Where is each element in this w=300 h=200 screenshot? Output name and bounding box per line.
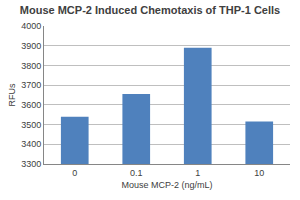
svg-text:0: 0 [72, 168, 77, 178]
svg-text:3300: 3300 [21, 159, 41, 169]
svg-text:10: 10 [254, 168, 264, 178]
svg-text:RFUs: RFUs [7, 83, 17, 106]
svg-text:1: 1 [195, 168, 200, 178]
svg-text:Mouse MCP-2 (ng/mL): Mouse MCP-2 (ng/mL) [121, 180, 212, 190]
svg-text:3600: 3600 [21, 100, 41, 110]
svg-text:3400: 3400 [21, 139, 41, 149]
svg-text:3500: 3500 [21, 120, 41, 130]
svg-text:0.1: 0.1 [130, 168, 143, 178]
svg-text:4000: 4000 [21, 21, 41, 31]
svg-text:3800: 3800 [21, 61, 41, 71]
svg-text:3700: 3700 [21, 80, 41, 90]
svg-text:Mouse MCP-2 Induced Chemotaxis: Mouse MCP-2 Induced Chemotaxis of THP-1 … [20, 4, 280, 16]
svg-text:3900: 3900 [21, 41, 41, 51]
